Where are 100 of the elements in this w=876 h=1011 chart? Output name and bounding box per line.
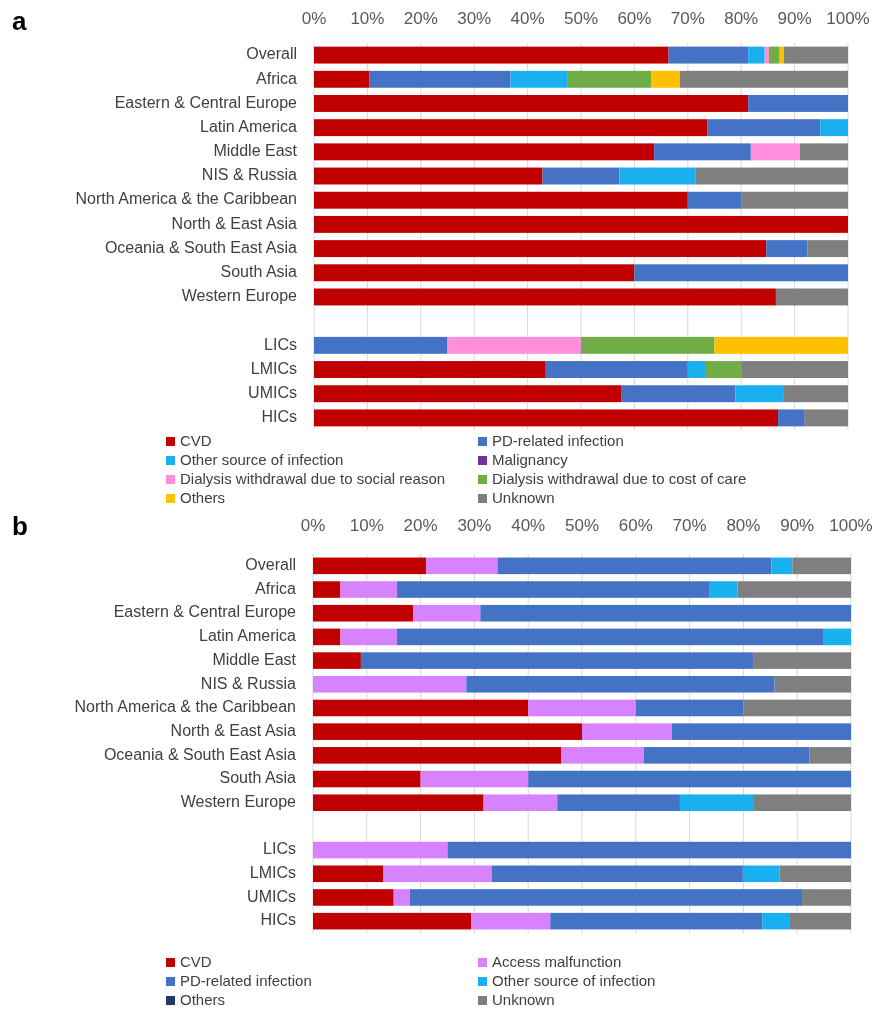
y-tick-label: Latin America xyxy=(199,627,297,645)
x-tick-label: 10% xyxy=(349,516,384,536)
bar xyxy=(313,557,426,575)
y-tick-label: NIS & Russia xyxy=(200,674,297,692)
y-tick-label: UMICs xyxy=(248,383,297,401)
bar xyxy=(750,143,800,161)
bar xyxy=(313,889,394,906)
bar xyxy=(528,699,636,717)
bar xyxy=(313,581,341,598)
bar xyxy=(396,581,709,598)
bar xyxy=(809,747,851,764)
bar xyxy=(360,652,754,669)
bar xyxy=(396,628,824,646)
bar xyxy=(679,794,754,812)
y-tick-label: Africa xyxy=(256,69,298,87)
bar xyxy=(764,46,769,64)
bar xyxy=(766,240,808,258)
bar xyxy=(340,628,397,646)
bar xyxy=(545,361,688,378)
legend-label: Malignancy xyxy=(492,450,569,468)
bar xyxy=(820,119,848,137)
bar xyxy=(314,409,779,427)
bar xyxy=(687,191,742,209)
bar xyxy=(762,912,790,930)
bar xyxy=(774,675,851,693)
bar xyxy=(528,770,851,788)
bar xyxy=(742,865,780,883)
legend-label: Dialysis withdrawal due to social reason xyxy=(180,469,446,487)
bar xyxy=(480,604,851,622)
bar xyxy=(471,912,551,930)
y-tick-label: HICs xyxy=(260,911,296,929)
y-tick-label: Overall xyxy=(246,45,297,63)
bar xyxy=(314,191,688,209)
bar xyxy=(654,143,751,161)
legend-label: PD-related infection xyxy=(180,971,312,989)
bar xyxy=(741,361,848,378)
bar xyxy=(314,240,767,258)
y-tick-label: LMICs xyxy=(250,359,297,377)
x-tick-label: 10% xyxy=(350,9,385,29)
x-tick-label: 100% xyxy=(829,516,873,536)
bar xyxy=(413,604,481,622)
y-tick-label: South Asia xyxy=(220,263,298,281)
bar xyxy=(313,675,467,693)
x-tick-label: 80% xyxy=(726,516,761,536)
bar xyxy=(634,264,848,282)
x-tick-label: 20% xyxy=(403,9,438,29)
x-tick-label: 50% xyxy=(564,516,600,536)
bar xyxy=(483,794,558,812)
x-tick-label: 80% xyxy=(724,9,759,29)
legend-label: Other source of infection xyxy=(180,450,344,468)
bar xyxy=(313,747,562,764)
bar xyxy=(582,723,672,740)
bar xyxy=(314,336,448,354)
legend-label: Others xyxy=(180,488,226,506)
bar xyxy=(313,794,484,812)
bar xyxy=(425,557,498,575)
bar xyxy=(313,699,529,717)
bar xyxy=(561,747,644,764)
y-tick-label: Oceania & South East Asia xyxy=(103,745,297,763)
bar xyxy=(314,385,622,403)
bar xyxy=(771,557,793,575)
y-tick-label: LICs xyxy=(263,840,296,858)
y-tick-label: North & East Asia xyxy=(171,214,298,232)
bar xyxy=(707,119,821,137)
y-tick-label: Africa xyxy=(255,579,297,597)
bar xyxy=(748,95,848,112)
bar xyxy=(420,770,529,788)
legend-label: Dialysis withdrawal due to cost of care xyxy=(492,469,747,487)
bar xyxy=(792,557,851,575)
bar xyxy=(581,336,715,354)
bar xyxy=(567,70,652,88)
bar xyxy=(779,865,851,883)
bar xyxy=(466,675,775,693)
bar xyxy=(789,912,851,930)
x-tick-label: 20% xyxy=(403,516,438,536)
y-tick-label: LMICs xyxy=(249,864,296,882)
x-tick-label: 40% xyxy=(511,516,546,536)
bar xyxy=(369,70,511,88)
y-tick-label: Overall xyxy=(245,556,296,574)
bar xyxy=(447,841,851,859)
bar xyxy=(807,240,848,258)
bar xyxy=(409,889,803,906)
bar xyxy=(775,288,848,306)
bar xyxy=(741,191,848,209)
x-tick-label: 30% xyxy=(457,516,492,536)
y-tick-label: NIS & Russia xyxy=(201,166,298,184)
y-tick-label: North & East Asia xyxy=(170,721,297,739)
bar xyxy=(314,46,669,64)
legend-label: Unknown xyxy=(492,488,555,506)
legend-label: CVD xyxy=(180,952,212,970)
x-tick-label: 50% xyxy=(563,9,599,29)
x-tick-label: 0% xyxy=(300,516,326,536)
bar xyxy=(314,167,543,185)
bar xyxy=(779,46,784,64)
y-tick-label: Eastern & Central Europe xyxy=(114,93,298,111)
bar xyxy=(313,652,361,669)
bar xyxy=(313,841,448,859)
bar xyxy=(668,46,749,64)
bar xyxy=(313,604,414,622)
bar xyxy=(497,557,772,575)
